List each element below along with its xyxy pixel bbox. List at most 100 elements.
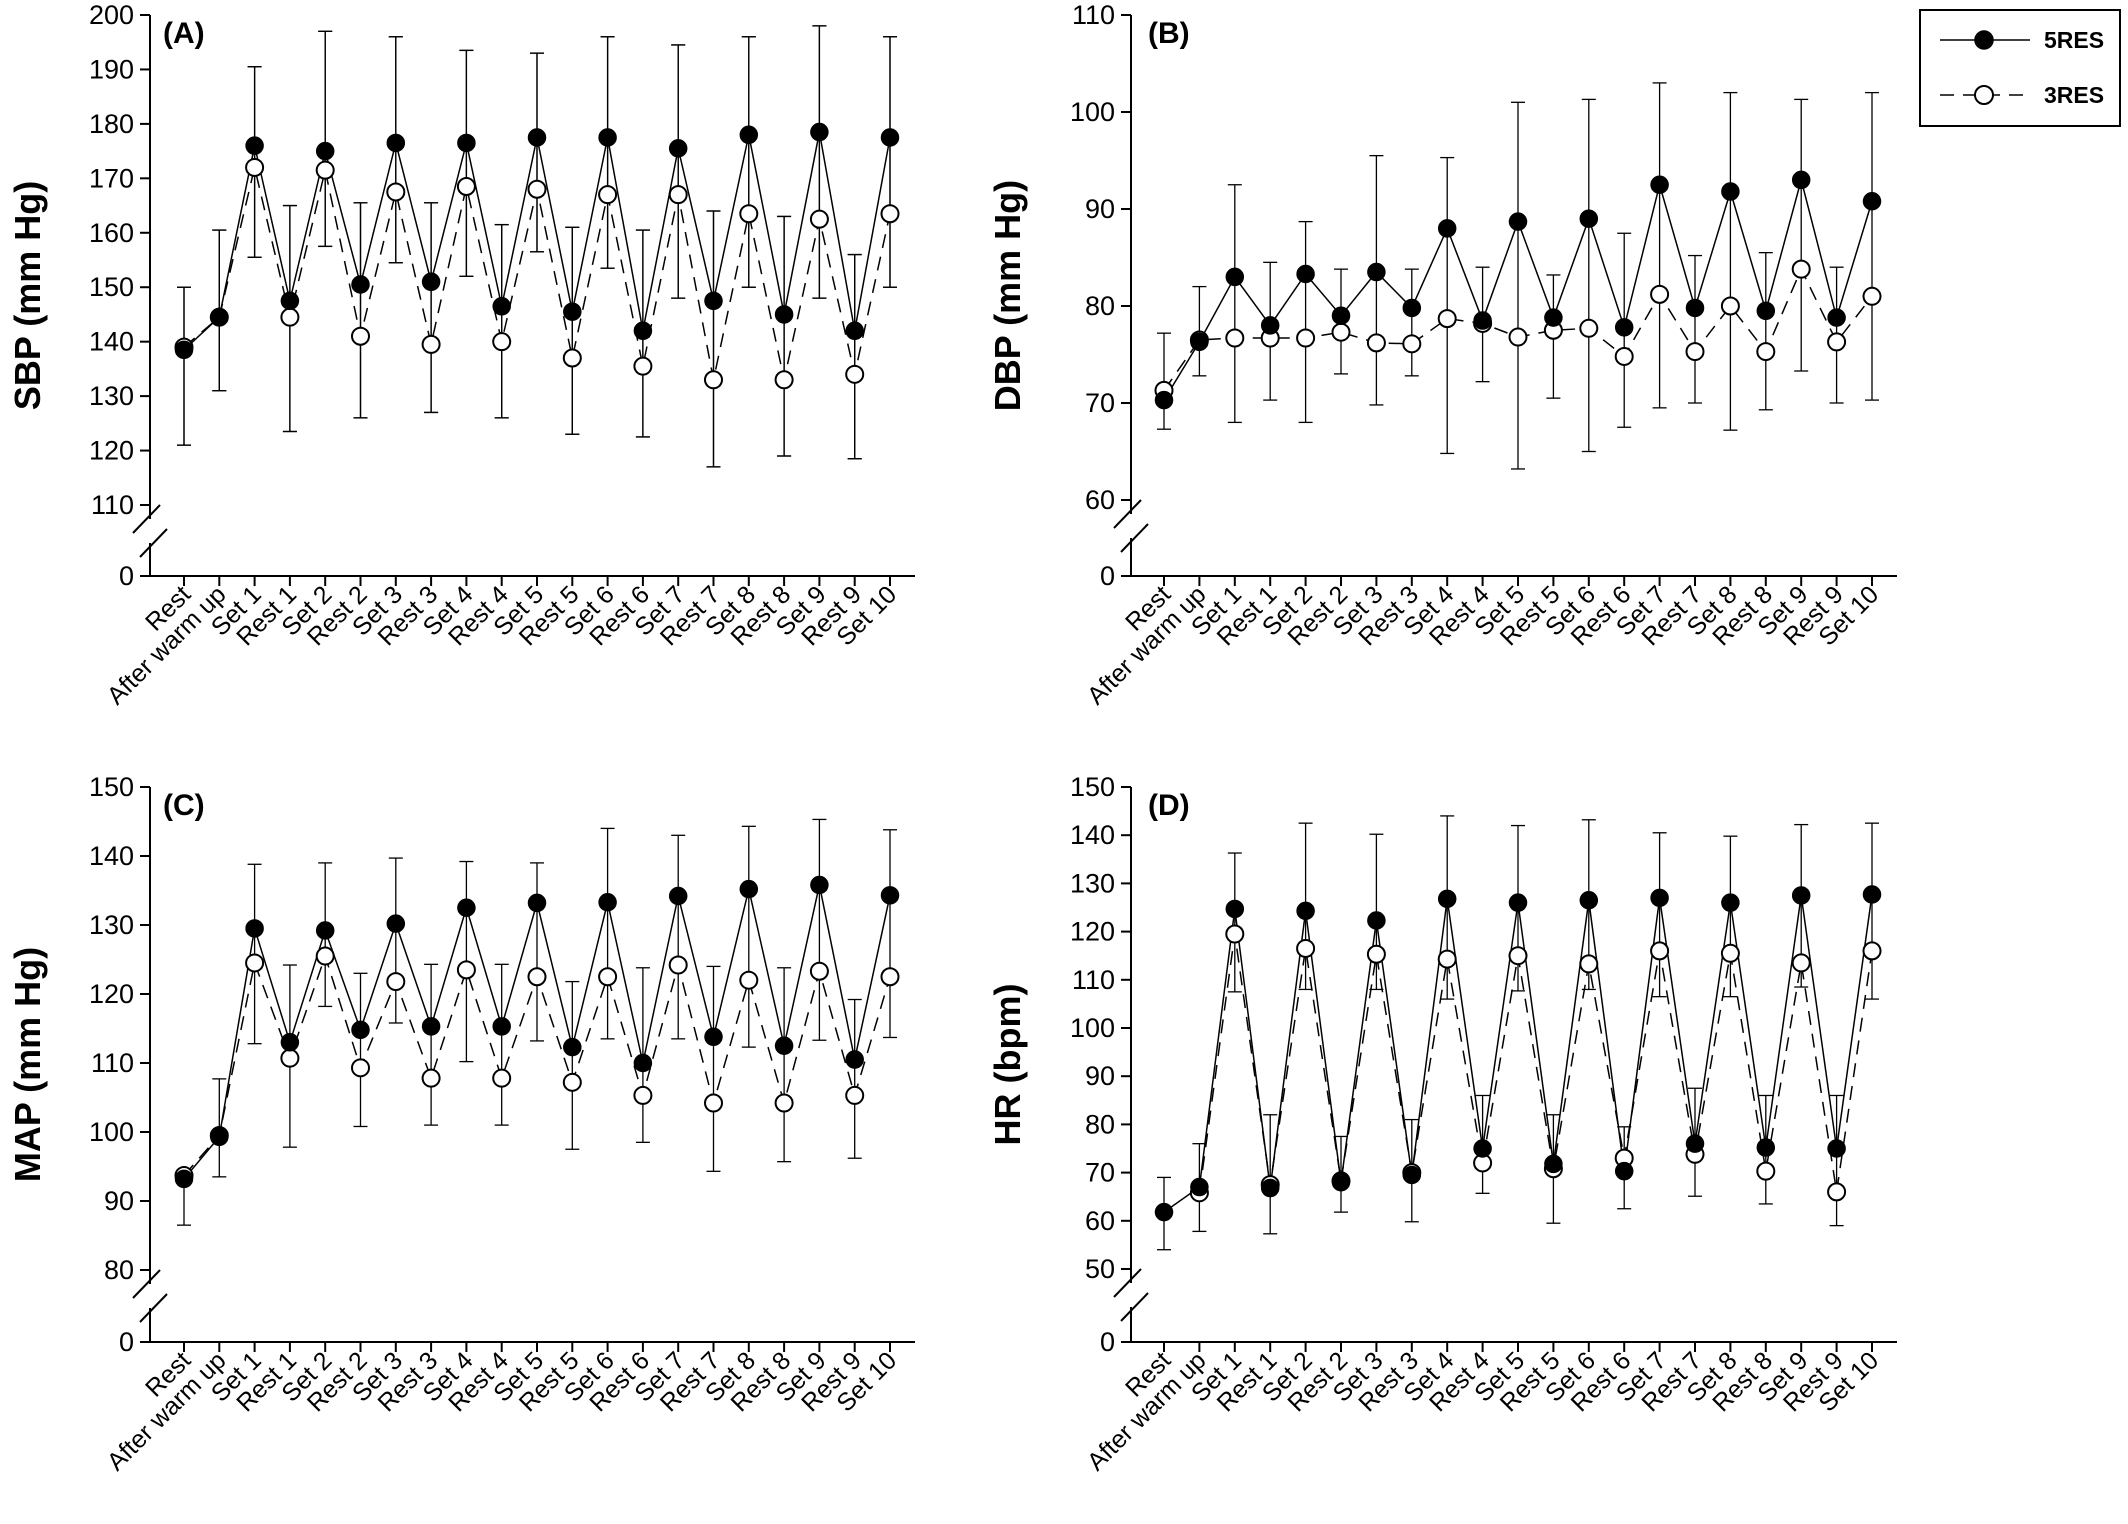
point-5res bbox=[1508, 212, 1528, 231]
y-tick-label: 60 bbox=[1085, 485, 1115, 515]
point-3res bbox=[1720, 943, 1740, 963]
point-5res bbox=[1225, 899, 1245, 919]
series-line-3res bbox=[1198, 933, 1873, 1193]
point-5res bbox=[598, 892, 617, 912]
y-tick-label: 140 bbox=[89, 327, 134, 357]
point-3res bbox=[774, 1093, 794, 1113]
y-tick-label: 100 bbox=[89, 1117, 134, 1147]
legend-marker-5res bbox=[1974, 30, 1994, 50]
point-5res bbox=[1862, 191, 1882, 211]
y-tick-label: 0 bbox=[119, 1327, 134, 1357]
point-5res bbox=[633, 1053, 653, 1073]
point-3res bbox=[704, 370, 723, 390]
legend-marker-3res bbox=[1974, 85, 1994, 105]
point-5res bbox=[1650, 888, 1669, 908]
point-3res bbox=[1579, 318, 1599, 338]
point-3res bbox=[809, 961, 829, 981]
point-5res bbox=[527, 893, 547, 913]
point-3res bbox=[1296, 328, 1316, 348]
point-3res bbox=[845, 1085, 865, 1105]
point-3res bbox=[562, 1072, 582, 1092]
point-5res bbox=[457, 133, 476, 153]
point-5res bbox=[1190, 1177, 1209, 1197]
point-5res bbox=[315, 141, 335, 161]
point-3res bbox=[598, 185, 618, 205]
point-3res bbox=[527, 179, 547, 199]
y-tick-label: 130 bbox=[89, 381, 134, 411]
point-3res bbox=[245, 953, 265, 973]
point-5res bbox=[245, 919, 264, 938]
legend-box bbox=[1919, 9, 2121, 127]
point-3res bbox=[1437, 309, 1457, 329]
point-3res bbox=[633, 356, 653, 376]
point-3res bbox=[1614, 346, 1634, 366]
point-3res bbox=[1827, 1182, 1847, 1202]
point-3res bbox=[245, 157, 265, 177]
y-tick-label: 110 bbox=[1072, 0, 1115, 30]
axis-break-mark bbox=[132, 1269, 161, 1299]
y-axis-label: HR (bpm) bbox=[987, 984, 1028, 1146]
y-tick-label: 150 bbox=[1070, 772, 1115, 802]
point-3res bbox=[351, 1058, 370, 1078]
point-5res bbox=[1437, 219, 1457, 238]
point-5res bbox=[386, 133, 406, 153]
point-5res bbox=[1154, 390, 1174, 410]
y-tick-label: 80 bbox=[104, 1255, 134, 1285]
point-3res bbox=[1756, 342, 1776, 362]
point-3res bbox=[1225, 924, 1245, 944]
point-3res bbox=[1508, 327, 1528, 347]
point-3res bbox=[1402, 334, 1422, 354]
y-axis-label: DBP (mm Hg) bbox=[987, 180, 1028, 411]
point-5res bbox=[1296, 901, 1315, 921]
y-tick-label: 110 bbox=[1072, 965, 1115, 995]
y-tick-label: 0 bbox=[1100, 561, 1115, 591]
point-5res bbox=[739, 125, 759, 145]
y-tick-label: 100 bbox=[1070, 1013, 1115, 1043]
y-tick-label: 60 bbox=[1085, 1206, 1115, 1236]
point-5res bbox=[457, 898, 476, 917]
point-5res bbox=[1367, 262, 1386, 282]
y-tick-label: 120 bbox=[1070, 917, 1115, 947]
legend: 5RES 3RES bbox=[1919, 9, 2121, 127]
point-3res bbox=[1508, 946, 1528, 966]
y-tick-label: 150 bbox=[89, 772, 134, 802]
point-3res bbox=[1296, 938, 1316, 958]
panel-label: (D) bbox=[1148, 789, 1190, 822]
point-3res bbox=[1366, 944, 1386, 964]
point-5res bbox=[1367, 911, 1386, 930]
point-5res bbox=[810, 875, 829, 895]
axis-break-mark bbox=[1113, 499, 1142, 529]
point-3res bbox=[668, 955, 688, 975]
y-tick-label: 50 bbox=[1085, 1254, 1115, 1284]
point-5res bbox=[1614, 318, 1634, 337]
point-5res bbox=[351, 275, 370, 294]
point-3res bbox=[809, 209, 829, 229]
panel-label: (B) bbox=[1148, 17, 1190, 50]
point-3res bbox=[421, 334, 441, 354]
point-3res bbox=[386, 972, 406, 992]
point-3res bbox=[1791, 953, 1811, 973]
point-3res bbox=[845, 364, 865, 384]
point-5res bbox=[1756, 301, 1776, 321]
point-3res bbox=[1437, 949, 1457, 969]
point-3res bbox=[527, 967, 547, 987]
y-tick-label: 130 bbox=[89, 910, 134, 940]
point-3res bbox=[1650, 284, 1670, 304]
point-5res bbox=[668, 139, 688, 158]
point-3res bbox=[421, 1068, 441, 1088]
point-5res bbox=[351, 1020, 370, 1040]
point-5res bbox=[1331, 306, 1351, 325]
point-5res bbox=[633, 321, 653, 341]
point-3res bbox=[1756, 1161, 1776, 1181]
y-tick-label: 80 bbox=[1085, 291, 1115, 321]
y-tick-label: 70 bbox=[1085, 388, 1115, 418]
point-5res bbox=[704, 1027, 723, 1047]
point-5res bbox=[315, 921, 335, 940]
point-5res bbox=[774, 305, 794, 324]
point-5res bbox=[704, 291, 723, 311]
point-5res bbox=[1827, 1139, 1846, 1158]
y-tick-label: 90 bbox=[104, 1186, 134, 1216]
y-tick-label: 110 bbox=[91, 490, 134, 520]
point-3res bbox=[880, 204, 900, 224]
